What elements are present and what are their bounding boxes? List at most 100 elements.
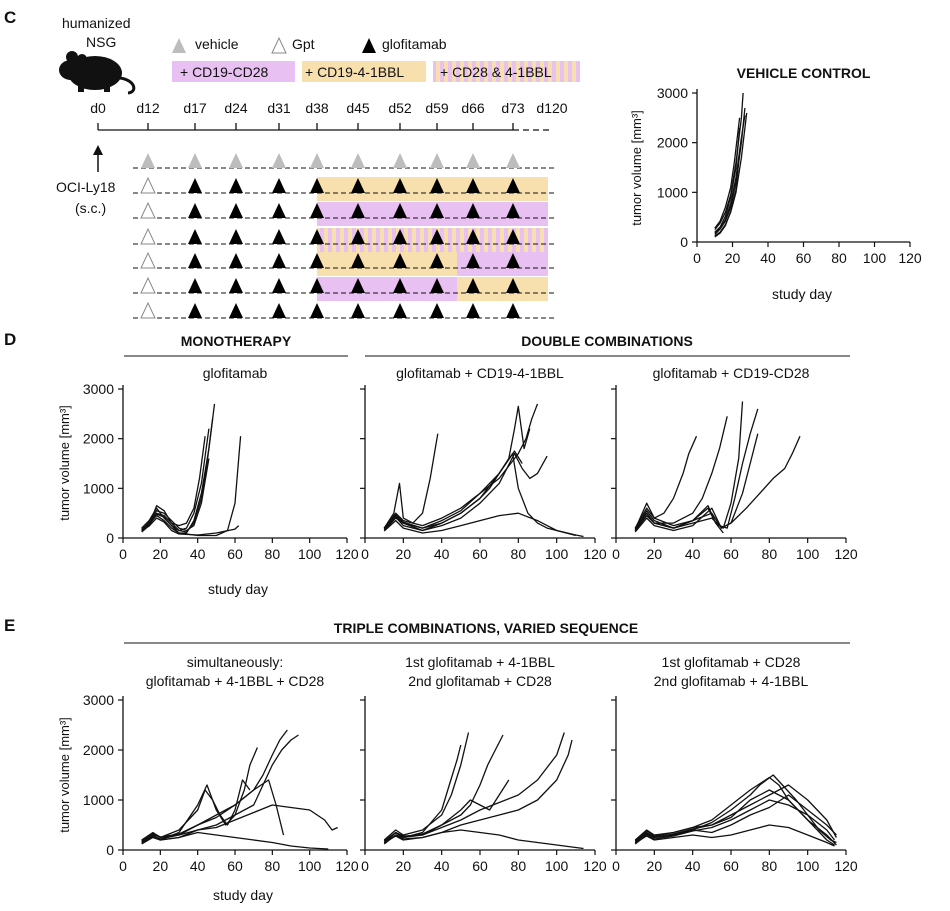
series-line <box>383 732 565 842</box>
series-line <box>383 433 439 529</box>
combo-box-41bbl-label: + CD19-4-1BBL <box>305 64 404 80</box>
x-tick-label: 60 <box>472 858 488 874</box>
x-tick-label: 60 <box>227 858 243 874</box>
x-tick-label: 40 <box>685 546 701 562</box>
series-line <box>634 408 759 531</box>
x-tick-label: 120 <box>335 858 359 874</box>
series-line <box>634 505 724 534</box>
series-line <box>141 831 329 850</box>
gpt-dose-marker <box>140 227 156 245</box>
glofitamab-dose-marker <box>393 178 407 193</box>
chart-title-line2: glofitamab + 4-1BBL + CD28 <box>146 673 325 689</box>
glofitamab-dose-marker <box>506 178 520 193</box>
x-tick-label: 80 <box>762 858 778 874</box>
x-tick-label: 120 <box>583 546 607 562</box>
glofitamab-dose-marker <box>272 278 286 293</box>
y-tick-label: 2000 <box>83 742 114 758</box>
x-tick-label: 60 <box>227 546 243 562</box>
combo-box-41bbl <box>302 61 426 82</box>
series-line <box>141 779 285 842</box>
series-line <box>383 779 510 842</box>
x-tick-label: 80 <box>511 546 527 562</box>
x-tick-label: 60 <box>796 250 812 266</box>
glofitamab-dose-marker <box>393 253 407 268</box>
glofitamab-dose-marker <box>310 178 324 193</box>
vehicle-dose-marker <box>188 153 202 168</box>
series-line <box>634 401 744 530</box>
chart-triple_seq2: 0 20 40 60 80 100 120 1st glofitamab + CD28 2nd … <box>611 654 858 874</box>
y-tick-label: 1000 <box>83 792 114 808</box>
glofitamab-dose-marker <box>393 203 407 218</box>
timeline-day-label: d73 <box>501 100 525 116</box>
glofitamab-dose-marker <box>430 178 444 193</box>
x-axis-label: study day <box>213 887 273 903</box>
x-tick-label: 20 <box>647 858 663 874</box>
glofitamab-dose-marker <box>229 203 243 218</box>
x-tick-label: 20 <box>153 858 169 874</box>
timeline-day-label: d52 <box>388 100 412 116</box>
x-tick-label: 100 <box>796 546 820 562</box>
chart-mono: 0 20 40 60 80 100 120 0 1000 2000 3000 study day tum… <box>57 365 359 597</box>
glofitamab-dose-marker <box>393 278 407 293</box>
vehicle-dose-marker <box>466 153 480 168</box>
chart-title: VEHICLE CONTROL <box>737 65 871 81</box>
vehicle-dose-marker <box>141 153 155 168</box>
series-line <box>141 458 210 532</box>
legend-vehicle-marker <box>172 38 186 53</box>
x-tick-label: 20 <box>153 546 169 562</box>
x-tick-label: 40 <box>760 250 776 266</box>
chart-title: glofitamab <box>203 365 268 381</box>
glofitamab-dose-marker <box>466 178 480 193</box>
series-line <box>383 744 462 843</box>
y-tick-label: 0 <box>106 842 114 858</box>
combo-box-cd28 <box>172 61 295 82</box>
glofitamab-dose-marker <box>351 253 365 268</box>
chart-double_41bbl: 0 20 40 60 80 100 120 glofitamab + CD19-4-1BBL <box>360 365 607 562</box>
timeline-day-label: d17 <box>183 100 207 116</box>
timeline-day-label: d31 <box>267 100 291 116</box>
chart-title-line1: 1st glofitamab + 4-1BBL <box>405 654 555 670</box>
y-tick-label: 1000 <box>83 480 114 496</box>
gpt-dose-marker <box>140 251 156 269</box>
x-tick-label: 100 <box>796 858 820 874</box>
series-line <box>634 435 801 533</box>
timeline-day-label: d45 <box>346 100 370 116</box>
x-tick-label: 40 <box>685 858 701 874</box>
series-line <box>634 799 836 845</box>
gpt-dose-marker <box>140 201 156 219</box>
y-tick-label: 3000 <box>83 692 114 708</box>
x-tick-label: 40 <box>190 858 206 874</box>
timeline-day-label: d59 <box>425 100 449 116</box>
glofitamab-dose-marker <box>351 229 365 244</box>
glofitamab-dose-marker <box>310 303 324 318</box>
glofitamab-dose-marker <box>229 178 243 193</box>
series-line <box>634 435 698 529</box>
series-line <box>141 804 338 843</box>
vehicle-dose-marker <box>272 153 286 168</box>
y-tick-label: 3000 <box>657 85 688 101</box>
series-line <box>383 450 523 529</box>
x-tick-label: 100 <box>545 858 569 874</box>
chart-double_cd28: 0 20 40 60 80 100 120 glofitamab + CD19-CD28 <box>611 365 858 562</box>
x-tick-label: 80 <box>265 858 281 874</box>
mouse-label-humanized: humanized <box>62 15 131 31</box>
gpt-dose-marker <box>140 176 156 194</box>
panel-c-letter: C <box>4 8 16 27</box>
x-tick-label: 120 <box>834 858 858 874</box>
glofitamab-dose-marker <box>229 253 243 268</box>
glofitamab-dose-marker <box>430 229 444 244</box>
glofitamab-dose-marker <box>466 203 480 218</box>
x-axis-label: study day <box>772 286 832 302</box>
glofitamab-dose-marker <box>466 278 480 293</box>
glofitamab-dose-marker <box>506 229 520 244</box>
dosing-schedule <box>133 153 555 319</box>
header-double: DOUBLE COMBINATIONS <box>521 333 693 349</box>
series-line <box>383 405 531 531</box>
x-tick-label: 100 <box>545 546 569 562</box>
glofitamab-dose-marker <box>229 303 243 318</box>
y-axis-label: tumor volume [mm³] <box>629 110 644 226</box>
timeline-day-label: d66 <box>461 100 485 116</box>
series-line <box>714 152 741 238</box>
panel-c: C humanized NSG vehicle Gpt glofitamab +… <box>4 8 580 319</box>
x-tick-label: 120 <box>335 546 359 562</box>
